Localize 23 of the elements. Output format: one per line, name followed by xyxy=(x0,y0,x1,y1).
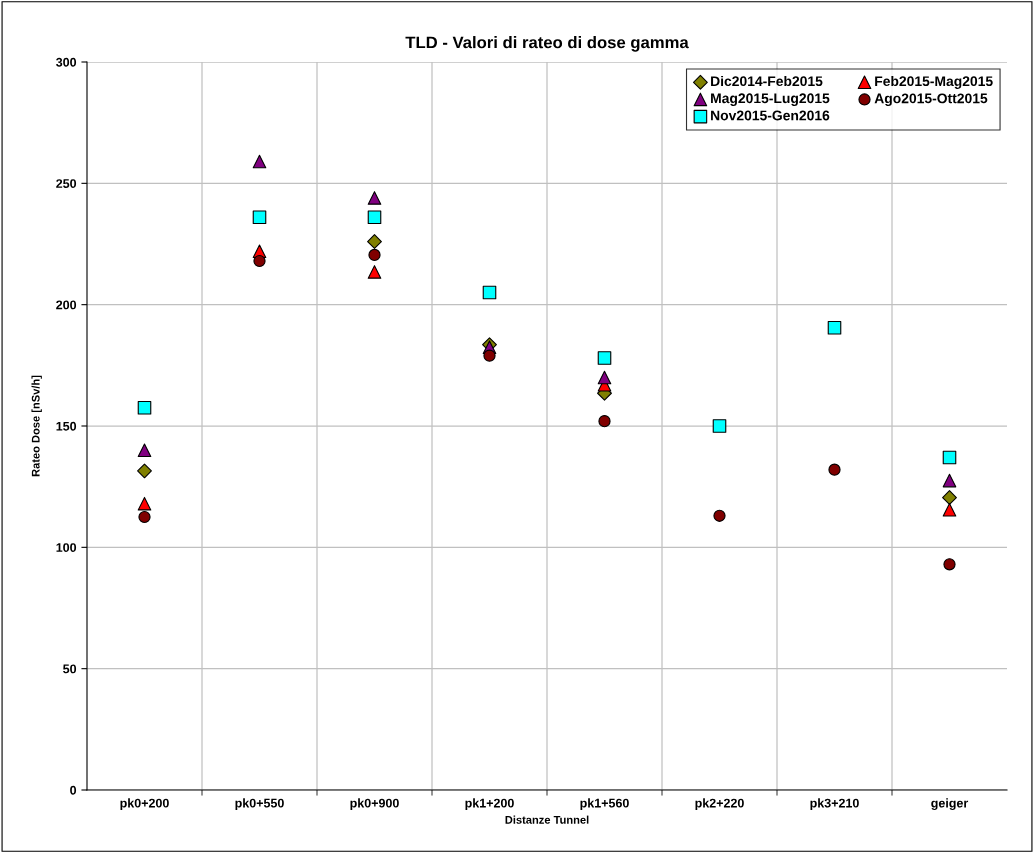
x-tick-label: pk1+560 xyxy=(580,798,629,810)
x-tick-label: pk1+200 xyxy=(465,798,514,810)
chart-title: TLD - Valori di rateo di dose gamma xyxy=(405,36,689,52)
y-tick-label: 200 xyxy=(56,300,77,310)
x-tick-label: pk0+550 xyxy=(235,798,284,810)
x-tick-label: geiger xyxy=(931,798,969,811)
y-tick-label: 100 xyxy=(56,543,77,552)
y-tick-label: 300 xyxy=(56,57,77,67)
x-tick-label: pk0+900 xyxy=(350,798,399,810)
legend-label: Dic2014-Feb2015 xyxy=(711,75,823,87)
y-tick-label: 250 xyxy=(56,179,77,188)
y-tick-label: 150 xyxy=(56,421,77,431)
x-tick-label: pk3+210 xyxy=(810,798,859,810)
y-tick-label: 0 xyxy=(70,785,77,795)
legend-label: Nov2015-Gen2016 xyxy=(711,110,830,121)
legend-label: Mag2015-Lug2015 xyxy=(711,93,830,107)
legend-label: Feb2015-Mag2015 xyxy=(875,75,993,89)
legend-label: Ago2015-Ott2015 xyxy=(874,93,988,107)
y-axis-title: Rateo Dose [nSv/h] xyxy=(31,375,42,477)
x-tick-label: pk0+200 xyxy=(120,798,169,810)
x-axis-title: Distanze Tunnel xyxy=(505,815,589,824)
y-tick-label: 50 xyxy=(63,664,77,674)
x-tick-label: pk2+220 xyxy=(695,798,744,810)
